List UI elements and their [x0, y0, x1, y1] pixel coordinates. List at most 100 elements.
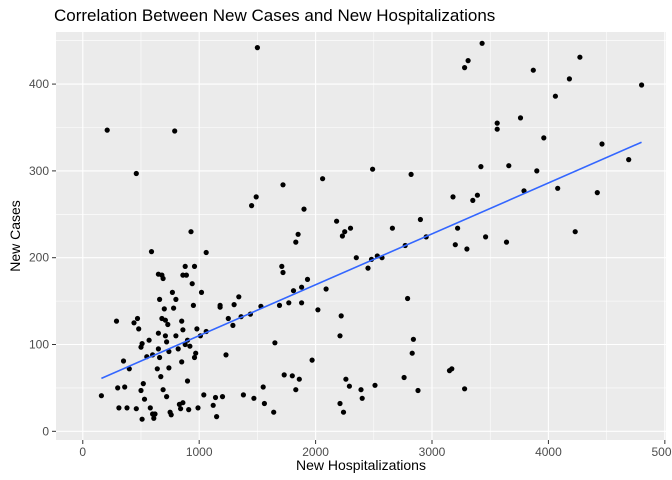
data-point	[280, 269, 286, 276]
y-tick-label: 200	[29, 251, 49, 265]
data-point	[115, 385, 121, 391]
data-point	[182, 341, 188, 348]
data-point	[339, 233, 345, 239]
x-tick-label: 2000	[302, 445, 329, 459]
data-point	[464, 246, 470, 252]
data-point	[417, 216, 423, 223]
data-point	[281, 372, 287, 378]
data-point	[290, 288, 297, 294]
data-point	[462, 386, 468, 392]
data-point	[272, 340, 278, 346]
data-point	[415, 387, 421, 394]
data-point	[120, 358, 127, 364]
data-point	[169, 289, 175, 295]
data-point	[189, 281, 195, 287]
data-point	[299, 284, 305, 290]
data-point	[286, 300, 292, 306]
data-point	[365, 265, 371, 271]
data-point	[183, 272, 189, 278]
data-point	[337, 400, 343, 407]
data-point	[251, 395, 257, 401]
data-point	[462, 65, 468, 71]
data-point	[180, 400, 186, 406]
data-point	[271, 409, 277, 415]
data-point	[122, 384, 128, 390]
data-point	[104, 127, 110, 133]
data-point	[295, 231, 301, 237]
data-point	[113, 318, 120, 324]
data-point	[186, 407, 192, 413]
data-point	[253, 194, 259, 200]
data-point	[639, 82, 645, 88]
data-point	[164, 339, 170, 345]
data-point	[389, 225, 395, 231]
data-point	[162, 333, 168, 339]
data-point	[188, 229, 194, 235]
data-point	[131, 320, 137, 326]
data-point	[175, 346, 181, 352]
data-point	[184, 378, 191, 384]
data-point	[203, 249, 209, 256]
data-point	[214, 414, 220, 420]
data-point	[191, 354, 198, 361]
data-point	[178, 406, 184, 412]
y-axis-title: New Cases	[7, 200, 23, 272]
data-point	[452, 242, 458, 248]
data-point	[450, 194, 456, 200]
data-point	[276, 302, 283, 308]
data-point	[155, 330, 161, 336]
data-point	[151, 415, 157, 421]
data-point	[140, 381, 146, 387]
data-point	[309, 357, 315, 363]
data-point	[483, 234, 489, 240]
data-point	[599, 141, 605, 147]
data-point	[449, 366, 455, 372]
data-point	[168, 412, 174, 418]
x-tick-label: 3000	[419, 445, 446, 459]
data-point	[172, 128, 178, 134]
data-point	[166, 365, 172, 371]
data-point	[503, 239, 510, 245]
data-point	[173, 333, 179, 339]
data-point	[133, 170, 139, 177]
data-point	[157, 296, 163, 302]
data-point	[191, 263, 198, 269]
data-point	[470, 197, 476, 203]
data-point	[147, 405, 153, 411]
data-point	[506, 163, 512, 169]
data-point	[359, 395, 365, 401]
data-point	[296, 376, 302, 382]
data-point	[494, 126, 500, 132]
data-point	[530, 67, 536, 73]
data-point	[293, 387, 299, 393]
data-point	[133, 406, 139, 412]
y-tick-label: 0	[42, 424, 49, 438]
data-point	[301, 206, 307, 212]
data-point	[187, 343, 193, 349]
data-point	[494, 120, 500, 126]
data-point	[146, 337, 152, 343]
data-point	[138, 387, 144, 394]
data-point	[405, 295, 411, 302]
data-point	[173, 296, 179, 302]
data-point	[289, 373, 295, 379]
data-point	[342, 229, 348, 235]
y-tick-label: 400	[29, 77, 49, 91]
data-point	[161, 306, 167, 312]
data-point	[338, 313, 344, 319]
data-point	[194, 326, 200, 332]
data-point	[171, 305, 177, 311]
data-point	[541, 135, 547, 141]
data-point	[410, 336, 416, 342]
data-point	[162, 317, 168, 323]
data-point	[193, 350, 199, 356]
data-point	[254, 45, 260, 51]
data-point	[201, 392, 207, 398]
data-point	[474, 192, 480, 198]
y-axis: 0 100 200 300 400	[29, 77, 56, 438]
trend-line	[101, 141, 642, 380]
data-point	[116, 405, 122, 411]
data-point	[261, 400, 267, 407]
